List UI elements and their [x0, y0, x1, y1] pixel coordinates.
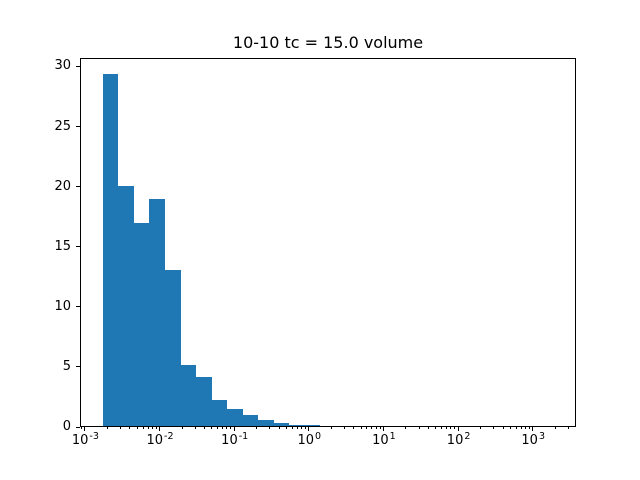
chart-title: 10-10 tc = 15.0 volume — [232, 33, 424, 52]
y-tick-mark — [76, 426, 80, 428]
y-tick-mark — [76, 126, 80, 127]
x-minor-tick-mark — [226, 427, 228, 429]
histogram-bar — [118, 186, 134, 426]
x-tick-label: 100 — [297, 431, 322, 448]
x-minor-tick-mark — [120, 427, 121, 429]
x-major-tick-mark — [159, 427, 160, 431]
x-minor-tick-mark — [554, 427, 556, 429]
x-minor-tick-mark — [493, 427, 495, 429]
x-minor-tick-mark — [230, 427, 232, 429]
x-tick-label: 10-3 — [71, 431, 99, 448]
x-minor-tick-mark — [330, 427, 332, 429]
histogram-bar — [211, 400, 228, 426]
x-tick-label: 102 — [446, 431, 471, 448]
x-minor-tick-mark — [418, 427, 420, 429]
x-minor-tick-mark — [446, 427, 447, 429]
x-minor-tick-mark — [304, 427, 306, 429]
x-tick-label: 103 — [521, 431, 545, 448]
x-minor-tick-mark — [360, 427, 362, 429]
x-minor-tick-mark — [567, 427, 569, 429]
x-minor-tick-mark — [81, 427, 82, 429]
x-minor-tick-mark — [147, 427, 149, 429]
x-minor-tick-mark — [480, 427, 482, 429]
x-minor-tick-mark — [405, 427, 407, 429]
x-minor-tick-mark — [353, 427, 355, 429]
x-minor-tick-mark — [194, 427, 196, 429]
y-tick-mark — [76, 65, 80, 67]
histogram-bar — [149, 199, 166, 426]
histogram-bar — [304, 425, 321, 426]
x-minor-tick-mark — [142, 427, 144, 429]
y-tick-label: 0 — [62, 419, 71, 434]
x-minor-tick-mark — [525, 427, 526, 429]
histogram-bar — [196, 377, 212, 426]
histogram-bar — [165, 269, 181, 426]
x-minor-tick-mark — [291, 427, 293, 429]
y-tick-mark — [76, 306, 80, 308]
histogram-bar — [180, 364, 197, 426]
x-minor-tick-mark — [296, 427, 298, 429]
x-minor-tick-mark — [520, 427, 522, 429]
x-minor-tick-mark — [151, 427, 153, 429]
plot-area — [80, 58, 576, 427]
y-tick-mark — [76, 366, 80, 368]
x-tick-label: 10-2 — [146, 431, 174, 448]
histogram-bar — [273, 423, 290, 426]
x-minor-tick-mark — [129, 427, 131, 429]
x-minor-tick-mark — [181, 427, 183, 429]
x-minor-tick-mark — [450, 427, 452, 429]
x-minor-tick-mark — [285, 427, 287, 429]
y-tick-mark — [76, 246, 80, 248]
x-minor-tick-mark — [222, 427, 224, 429]
y-tick-label: 5 — [62, 358, 71, 374]
x-major-tick-mark — [84, 427, 86, 431]
x-major-tick-mark — [233, 427, 235, 431]
x-minor-tick-mark — [454, 427, 456, 429]
x-tick-label: 10-1 — [221, 431, 249, 448]
y-tick-label: 15 — [54, 238, 71, 254]
y-tick-label: 10 — [54, 298, 71, 314]
x-major-tick-mark — [308, 427, 310, 431]
x-minor-tick-mark — [256, 427, 258, 429]
x-major-tick-mark — [532, 427, 534, 431]
x-minor-tick-mark — [435, 427, 437, 429]
histogram-bar — [227, 409, 243, 426]
x-minor-tick-mark — [211, 427, 213, 429]
x-minor-tick-mark — [269, 427, 271, 429]
x-major-tick-mark — [382, 427, 384, 431]
y-tick-label: 25 — [54, 118, 71, 134]
histogram-bar — [289, 424, 305, 426]
x-minor-tick-mark — [502, 427, 504, 429]
x-minor-tick-mark — [371, 427, 373, 429]
x-minor-tick-mark — [204, 427, 205, 429]
x-minor-tick-mark — [509, 427, 511, 429]
x-minor-tick-mark — [301, 427, 303, 429]
histogram-bar — [103, 73, 119, 426]
x-minor-tick-mark — [217, 427, 219, 429]
x-minor-tick-mark — [515, 427, 517, 429]
histogram-bar — [133, 222, 150, 426]
x-minor-tick-mark — [441, 427, 442, 429]
x-minor-tick-mark — [528, 427, 530, 429]
histogram-bar — [258, 420, 274, 426]
x-minor-tick-mark — [379, 427, 381, 429]
x-minor-tick-mark — [427, 427, 429, 429]
x-minor-tick-mark — [343, 427, 345, 429]
x-minor-tick-mark — [278, 427, 280, 429]
x-tick-label: 101 — [372, 431, 396, 448]
y-tick-mark — [76, 186, 80, 188]
x-minor-tick-mark — [375, 427, 377, 429]
x-minor-tick-mark — [155, 427, 157, 429]
histogram-bar — [242, 414, 259, 426]
x-minor-tick-mark — [366, 427, 368, 429]
y-tick-label: 20 — [54, 178, 71, 194]
x-minor-tick-mark — [136, 427, 138, 429]
x-major-tick-mark — [457, 427, 459, 431]
x-minor-tick-mark — [106, 427, 108, 429]
y-tick-label: 30 — [54, 58, 71, 74]
